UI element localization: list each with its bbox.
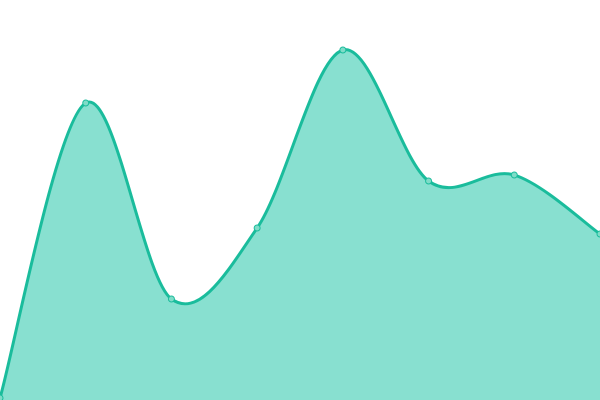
data-point-1 (82, 99, 90, 107)
data-point-4 (339, 46, 347, 54)
data-point-5 (425, 177, 433, 185)
data-point-0 (0, 394, 4, 400)
data-point-6 (510, 171, 518, 179)
data-point-3 (253, 224, 261, 232)
data-point-2 (167, 295, 175, 303)
data-point-7 (596, 230, 600, 238)
data-points (0, 46, 600, 400)
area-fill (0, 49, 600, 400)
